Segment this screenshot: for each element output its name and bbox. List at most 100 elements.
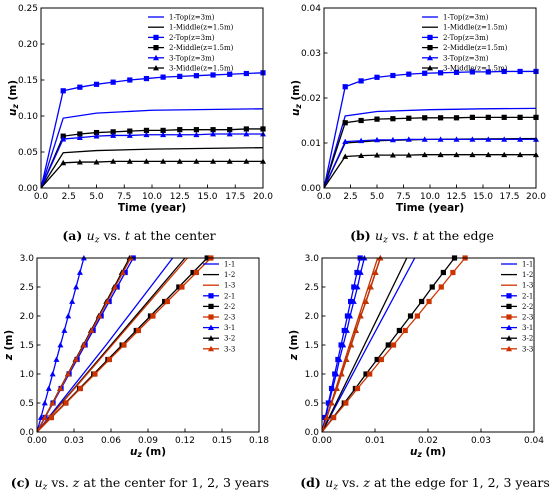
- series-3-Middle(z=1.5m): [324, 151, 539, 188]
- y-tick-label: 2.0: [20, 312, 35, 322]
- data-point: [243, 70, 249, 77]
- data-point: [110, 132, 117, 138]
- data-point: [193, 127, 199, 133]
- data-point: [437, 151, 444, 158]
- data-point: [469, 136, 476, 142]
- data-point: [347, 313, 354, 319]
- legend-item: 2-3: [203, 314, 235, 322]
- series-1-Middle(z=1.5m): [41, 147, 264, 188]
- legend-marker: [506, 303, 512, 309]
- legend-label: 1-2: [224, 271, 235, 279]
- legend-marker: [427, 65, 433, 71]
- legend-item: 1-2: [203, 271, 235, 279]
- data-point: [358, 78, 364, 84]
- data-point: [342, 153, 349, 159]
- series-line: [41, 160, 263, 188]
- data-point: [210, 158, 217, 164]
- y-tick-label: 0.5: [20, 399, 34, 409]
- data-point: [374, 136, 380, 143]
- data-point: [323, 414, 330, 420]
- data-point: [348, 342, 355, 348]
- data-point: [76, 269, 83, 275]
- legend-label: 2-1: [522, 292, 533, 300]
- data-point: [374, 74, 380, 80]
- legend-label: 2-Middle(z=1.5m): [443, 44, 508, 52]
- series-line: [324, 70, 536, 188]
- legend: 1-1 1-2 1-3 2-1 2-2 2-3 3-1 3-2 3-3: [501, 261, 533, 353]
- x-tick-label: 0.06: [101, 436, 121, 446]
- legend-item: 1-3: [501, 282, 533, 290]
- legend-item: 1-3: [203, 282, 235, 290]
- data-point: [342, 84, 348, 90]
- data-point: [374, 116, 380, 122]
- data-point: [343, 327, 350, 333]
- data-point: [110, 129, 116, 135]
- data-point: [76, 159, 83, 165]
- data-point: [405, 152, 412, 158]
- legend-marker: [506, 345, 512, 352]
- data-point: [426, 298, 432, 305]
- data-point: [367, 284, 374, 290]
- data-point: [438, 284, 444, 290]
- data-point: [358, 152, 365, 158]
- data-point: [176, 284, 182, 290]
- data-point: [358, 117, 364, 124]
- data-point: [73, 356, 80, 362]
- series-1-1: [37, 257, 174, 432]
- legend-label: 3-Middle(z=1.5m): [169, 65, 234, 73]
- data-point: [354, 269, 360, 276]
- data-point: [329, 385, 336, 391]
- data-point: [76, 134, 83, 140]
- data-point: [429, 284, 435, 290]
- y-tick-label: 0.04: [301, 4, 321, 14]
- data-point: [176, 131, 183, 138]
- legend-label: 1-Top(z=3m): [169, 14, 215, 22]
- data-point: [385, 342, 391, 348]
- series-line: [41, 147, 264, 188]
- series-line: [322, 257, 416, 432]
- x-tick-label: 2.5: [62, 192, 76, 202]
- data-point: [501, 136, 508, 142]
- data-point: [501, 68, 507, 75]
- legend-item: 1-Middle(z=1.5m): [422, 24, 508, 32]
- legend-label: 3-1: [224, 324, 235, 332]
- y-tick-label: 2.5: [20, 283, 34, 293]
- legend-label: 3-1: [522, 324, 533, 332]
- data-point: [104, 298, 111, 304]
- data-point: [342, 138, 349, 145]
- series-3-1: [37, 255, 87, 432]
- caption: (a) uz vs. t at the center: [62, 228, 215, 246]
- data-point: [357, 313, 364, 319]
- legend-label: 2-3: [224, 314, 235, 322]
- legend-item: 1-1: [501, 261, 533, 269]
- data-point: [421, 151, 428, 158]
- data-point: [453, 151, 460, 158]
- legend-label: 1-3: [522, 282, 533, 290]
- y-tick-label: 0.05: [18, 148, 38, 158]
- legend-item: 1-Top(z=3m): [148, 14, 215, 22]
- legend-label: 1-3: [224, 282, 235, 290]
- data-point: [343, 400, 349, 406]
- series-3-3: [37, 255, 134, 432]
- series-1-Top(z=3m): [41, 108, 264, 188]
- x-tick-label: 0.09: [138, 436, 158, 446]
- legend-label: 1-2: [522, 271, 533, 279]
- legend-label: 2-Top(z=3m): [443, 34, 489, 42]
- y-tick-label: 1.5: [20, 341, 34, 351]
- x-tick-label: 0.04: [524, 436, 544, 446]
- data-point: [362, 298, 369, 304]
- data-point: [177, 127, 183, 133]
- data-point: [243, 131, 250, 137]
- data-point: [226, 131, 233, 137]
- data-point: [73, 284, 80, 290]
- data-point: [402, 327, 408, 334]
- series-line: [41, 128, 263, 188]
- data-point: [331, 414, 337, 421]
- data-point: [210, 131, 217, 137]
- legend-item: 1-1: [203, 261, 235, 269]
- x-tick-label: 0.01: [365, 436, 385, 446]
- x-tick-label: 0.0: [317, 192, 332, 202]
- data-point: [93, 159, 100, 165]
- x-tick-label: 12.5: [446, 192, 466, 202]
- data-point: [338, 371, 345, 377]
